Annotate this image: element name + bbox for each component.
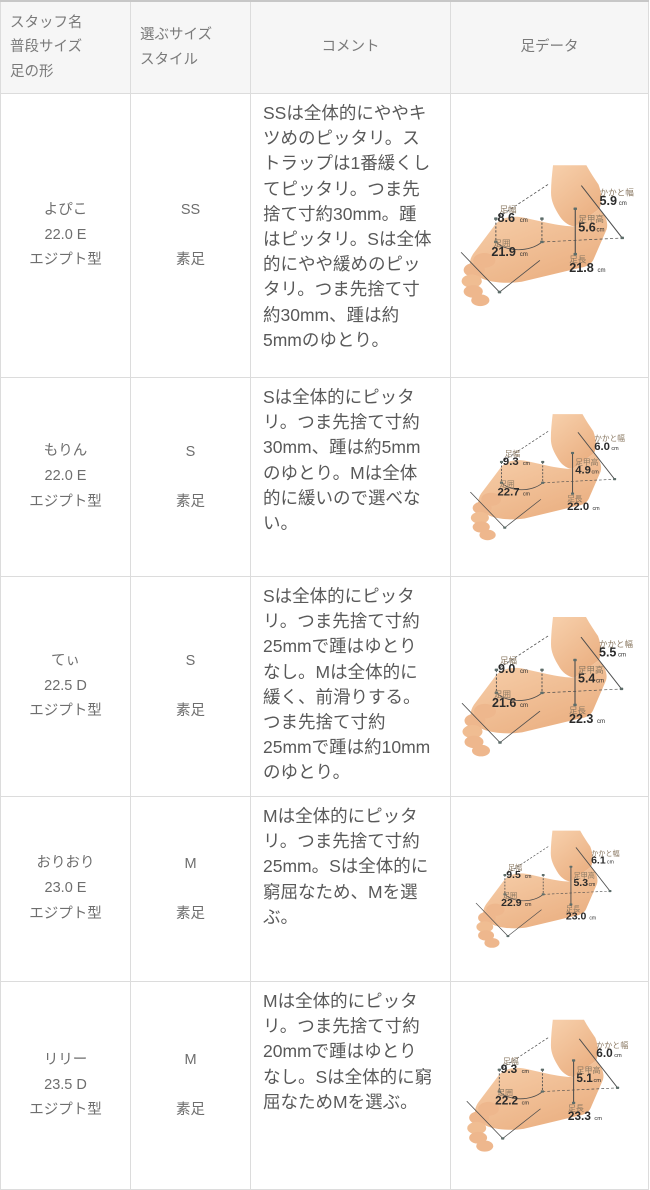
svg-text:cm: cm xyxy=(592,470,600,476)
svg-text:cm: cm xyxy=(593,1078,601,1084)
svg-text:cm: cm xyxy=(525,874,532,880)
svg-text:cm: cm xyxy=(597,268,605,274)
svg-text:cm: cm xyxy=(522,1101,530,1107)
svg-text:8.6: 8.6 xyxy=(497,211,515,225)
svg-text:cm: cm xyxy=(607,860,614,866)
svg-text:5.3: 5.3 xyxy=(573,877,588,889)
svg-text:5.6: 5.6 xyxy=(578,221,596,235)
svg-text:cm: cm xyxy=(596,228,604,234)
svg-text:9.3: 9.3 xyxy=(501,1062,518,1076)
svg-text:21.8: 21.8 xyxy=(569,261,594,275)
svg-text:cm: cm xyxy=(614,1053,622,1059)
svg-text:4.9: 4.9 xyxy=(575,465,591,477)
svg-text:cm: cm xyxy=(597,719,605,725)
svg-text:5.1: 5.1 xyxy=(576,1071,593,1085)
svg-text:cm: cm xyxy=(522,1069,530,1075)
svg-text:9.3: 9.3 xyxy=(503,456,519,468)
svg-text:22.3: 22.3 xyxy=(569,712,593,726)
svg-text:cm: cm xyxy=(520,669,528,675)
svg-text:23.3: 23.3 xyxy=(568,1109,591,1123)
svg-text:cm: cm xyxy=(589,882,596,888)
svg-text:cm: cm xyxy=(592,506,600,512)
svg-text:cm: cm xyxy=(618,652,626,658)
svg-text:cm: cm xyxy=(594,1116,602,1122)
svg-text:cm: cm xyxy=(525,902,532,908)
svg-text:5.5: 5.5 xyxy=(599,645,616,659)
svg-text:cm: cm xyxy=(596,679,604,685)
svg-text:22.0: 22.0 xyxy=(567,501,589,513)
svg-text:6.0: 6.0 xyxy=(596,1046,613,1060)
svg-text:cm: cm xyxy=(520,703,528,709)
svg-text:21.9: 21.9 xyxy=(491,245,516,259)
svg-text:22.7: 22.7 xyxy=(498,486,520,498)
svg-text:5.9: 5.9 xyxy=(600,194,618,208)
svg-text:cm: cm xyxy=(523,461,531,467)
svg-text:6.1: 6.1 xyxy=(591,855,606,867)
svg-text:9.5: 9.5 xyxy=(506,869,521,881)
svg-text:cm: cm xyxy=(520,218,528,224)
svg-text:9.0: 9.0 xyxy=(498,662,515,676)
svg-text:21.6: 21.6 xyxy=(492,696,516,710)
svg-text:cm: cm xyxy=(611,446,619,452)
svg-text:cm: cm xyxy=(520,252,528,258)
svg-text:23.0: 23.0 xyxy=(566,911,587,923)
svg-text:cm: cm xyxy=(523,491,531,497)
svg-text:22.9: 22.9 xyxy=(501,897,522,909)
svg-text:cm: cm xyxy=(619,201,627,207)
svg-text:6.0: 6.0 xyxy=(594,441,610,453)
svg-text:22.2: 22.2 xyxy=(495,1094,518,1108)
svg-text:cm: cm xyxy=(589,916,596,922)
svg-text:5.4: 5.4 xyxy=(578,672,595,686)
